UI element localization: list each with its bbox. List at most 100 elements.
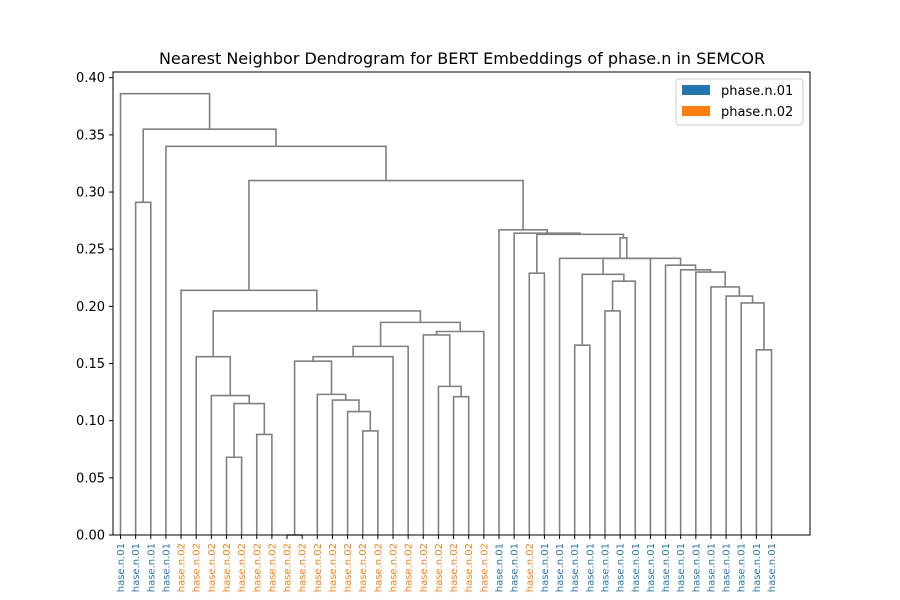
leaf-label: hase.n.01 [161,543,172,592]
leaf-label: hase.n.01 [495,543,506,592]
dendrogram-link [536,233,625,274]
dendrogram-link [755,349,773,535]
leaf-label: hase.n.02 [434,543,445,592]
dendrogram-link [210,394,250,535]
leaf-label: hase.n.01 [555,543,566,592]
leaf-label: hase.n.01 [131,543,142,592]
dendrogram-link [695,271,726,535]
legend-swatch-phase-n-01 [682,85,710,95]
dendrogram-link [195,355,232,535]
y-tick-label: 0.25 [76,243,105,258]
y-tick-label: 0.30 [76,186,105,201]
leaf-label: hase.n.01 [706,543,717,592]
dendrogram-link [293,360,333,535]
y-axis: 0.00 0.05 0.10 0.15 0.20 0.25 0.30 0.35 0.40 [76,71,113,544]
dendrogram-link [312,355,394,535]
leaf-label: hase.n.01 [691,543,702,592]
leaf-label: hase.n.01 [661,543,672,592]
leaf-label: hase.n.02 [267,543,278,592]
dendrogram-link [725,295,754,535]
leaf-label: hase.n.02 [192,543,203,592]
dendrogram-link [710,286,741,535]
dendrogram-link [212,310,422,357]
leaf-label: hase.n.02 [313,543,324,592]
leaf-labels: hase.n.01 hase.n.01 hase.n.01 hase.n.01 hase… [116,535,778,592]
dendrogram-link [233,402,266,458]
dendrogram-link [255,433,273,535]
dendrogram-link [573,344,591,535]
dendrogram-link [604,310,621,535]
leaf-label: hase.n.02 [404,543,415,592]
dendrogram-link [225,456,243,535]
leaf-label: hase.n.02 [252,543,263,592]
leaf-label: hase.n.02 [177,543,188,592]
leaf-label: hase.n.01 [540,543,551,592]
dendrogram-link [119,92,211,535]
leaf-label: hase.n.02 [207,543,218,592]
y-tick-label: 0.10 [76,414,105,429]
legend-label-phase-n-02: phase.n.02 [721,105,793,120]
y-tick-label: 0.15 [76,357,105,372]
leaf-label: hase.n.02 [525,543,536,592]
leaf-label: hase.n.02 [328,543,339,592]
dendrogram-link [581,273,625,346]
leaf-label: hase.n.01 [646,543,657,592]
dendrogram-link [248,179,524,291]
leaf-label: hase.n.02 [373,543,384,592]
dendrogram-link [452,395,470,535]
dendrogram-links [119,92,773,536]
leaf-label: hase.n.02 [343,543,354,592]
leaf-label: hase.n.02 [298,543,309,592]
dendrogram-link [180,289,318,535]
dendrogram-link [346,410,372,535]
dendrogram-link [422,334,451,535]
y-tick-label: 0.00 [76,529,105,544]
leaf-label: hase.n.01 [767,543,778,592]
dendrogram-link [165,145,387,535]
leaf-label: hase.n.01 [752,543,763,592]
dendrogram-link [513,232,581,535]
leaf-label: hase.n.01 [116,543,127,592]
dendrogram-link [134,201,152,535]
dendrogram-link [619,236,628,259]
dendrogram-link [435,330,485,535]
leaf-label: hase.n.01 [631,543,642,592]
dendrogram-link [611,280,637,535]
leaf-label: hase.n.02 [479,543,490,592]
leaf-label: hase.n.02 [389,543,400,592]
leaf-label: hase.n.02 [222,543,233,592]
dendrogram-link [361,430,379,535]
legend-label-phase-n-01: phase.n.01 [721,84,793,99]
leaf-label: hase.n.02 [449,543,460,592]
leaf-label: hase.n.01 [585,543,596,592]
dendrogram-link [142,128,277,203]
leaf-label: hase.n.02 [419,543,430,592]
dendrogram-link [437,385,462,535]
dendrogram-link [379,321,462,347]
leaf-label: hase.n.01 [676,543,687,592]
dendrogram-link [498,228,548,535]
leaf-label: hase.n.02 [358,543,369,592]
leaf-label: hase.n.01 [737,543,748,592]
legend: phase.n.01 phase.n.02 [675,78,804,126]
dendrogram-link [602,257,652,535]
leaf-label: hase.n.01 [510,543,521,592]
leaf-label: hase.n.01 [146,543,157,592]
leaf-label: hase.n.01 [616,543,627,592]
y-tick-label: 0.20 [76,300,105,315]
leaf-label: hase.n.01 [570,543,581,592]
plot-frame [112,71,811,536]
chart-title: Nearest Neighbor Dendrogram for BERT Emb… [159,49,765,68]
dendrogram-link [316,393,347,535]
legend-swatch-phase-n-02 [682,106,710,116]
dendrogram-link [528,272,546,535]
dendrogram-link [352,345,409,535]
y-tick-label: 0.35 [76,128,105,143]
leaf-label: hase.n.01 [722,543,733,592]
dendrogram-link [331,399,360,535]
leaf-label: hase.n.02 [237,543,248,592]
y-tick-label: 0.40 [76,71,105,86]
leaf-label: hase.n.02 [283,543,294,592]
y-tick-label: 0.05 [76,471,105,486]
